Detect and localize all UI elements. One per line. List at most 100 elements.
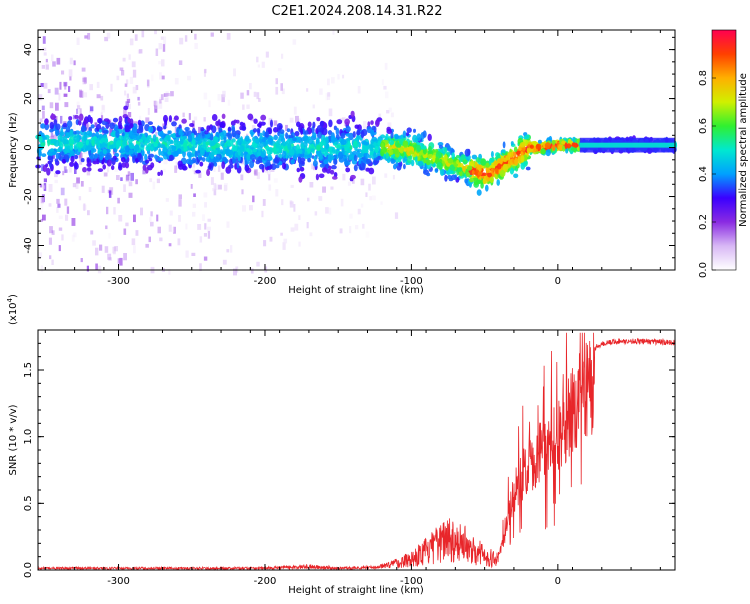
- spectrogram-cell: [309, 182, 314, 188]
- spectrogram-cell: [59, 81, 62, 90]
- spectrogram-cell: [83, 77, 87, 84]
- spectrogram-cell: [154, 105, 158, 113]
- spectrogram-cell: [161, 75, 165, 80]
- spectrogram-cell: [44, 123, 50, 131]
- spectrogram-cell: [159, 97, 162, 104]
- spectrogram-cell: [427, 133, 432, 141]
- spectrogram-cell: [253, 170, 257, 175]
- spectrogram-cell: [106, 32, 111, 39]
- spectrogram-cell: [155, 48, 159, 56]
- spectrogram-cell: [80, 153, 83, 161]
- spectrogram-cell: [286, 128, 291, 133]
- spectrogram-cell: [169, 140, 174, 145]
- spectrogram-cell: [275, 78, 278, 85]
- spectrogram-cell: [371, 136, 378, 142]
- spectrogram-cell: [321, 127, 328, 136]
- spectrogram-cell: [373, 152, 377, 159]
- spectrogram-cell: [332, 176, 338, 180]
- spectrogram-cell: [385, 152, 389, 160]
- spectrogram-cell: [217, 165, 221, 172]
- spectrogram-cell: [49, 226, 53, 234]
- spectrogram-cell: [174, 126, 178, 134]
- y-tick-label: 0.5: [23, 495, 34, 511]
- spectrogram-cell: [72, 121, 76, 130]
- spectrogram-cell: [233, 268, 237, 276]
- spectrogram-cell: [282, 140, 286, 147]
- spectrogram-cell: [206, 168, 211, 177]
- spectrogram-cell: [261, 138, 266, 143]
- spectrogram-cell: [100, 137, 107, 144]
- spectrogram-cell: [163, 36, 167, 45]
- spectrogram-cell: [328, 165, 332, 171]
- spectrogram-cell: [102, 164, 106, 170]
- spectrogram-cell: [395, 162, 399, 167]
- spectrogram-cell: [101, 105, 106, 113]
- spectrogram-cell: [267, 137, 273, 145]
- spectrogram-cell: [412, 134, 418, 143]
- spectrogram-cell: [444, 165, 448, 171]
- spectrogram-cell: [209, 140, 216, 147]
- spectrogram-cell: [377, 155, 381, 160]
- spectrogram-cell: [122, 140, 127, 147]
- spectrogram-cell: [210, 32, 214, 37]
- spectrogram-cell: [320, 148, 327, 152]
- spectrogram-cell: [105, 225, 108, 230]
- spectrogram-cell: [198, 156, 203, 161]
- spectrogram-cell: [124, 90, 127, 96]
- spectrogram-cell: [304, 154, 308, 160]
- spectrogram-cell: [194, 33, 197, 40]
- spectrogram-cell: [318, 173, 325, 179]
- spectrogram-cell: [313, 163, 316, 171]
- spectrogram-cell: [246, 147, 250, 153]
- spectrogram-cell: [467, 165, 473, 171]
- spectrogram-cell: [97, 168, 104, 173]
- spectrogram-cell: [173, 115, 179, 121]
- spectrogram-cell: [405, 132, 410, 137]
- spectrogram-cell: [160, 94, 164, 101]
- spectrogram-cell: [95, 263, 98, 270]
- spectrogram-cell: [63, 93, 68, 97]
- spectrogram-cell: [118, 215, 123, 222]
- spectrogram-cell: [255, 138, 260, 144]
- spectrogram-cell: [40, 142, 46, 147]
- spectrogram-cell: [354, 124, 360, 129]
- spectrogram-cell: [312, 121, 316, 129]
- spectrogram-cells: [35, 30, 678, 276]
- spectrogram-cell: [199, 147, 205, 156]
- spectrogram-cell: [207, 226, 211, 231]
- spectrogram-cell: [163, 137, 168, 143]
- spectrogram-cell: [225, 166, 232, 174]
- spectrogram-cell: [102, 149, 107, 155]
- spectrogram-cell: [178, 194, 182, 199]
- spectrogram-cell: [399, 138, 404, 145]
- spectrogram-frame: [37, 29, 676, 271]
- spectrogram-cell: [203, 192, 208, 198]
- spectrogram-cell: [51, 113, 54, 120]
- spectrogram-cell: [269, 148, 273, 155]
- spectrogram-cell: [372, 195, 376, 201]
- spectrogram-cell: [159, 99, 162, 104]
- x-tick-label: -100: [400, 276, 423, 287]
- spectrogram-cell: [364, 145, 369, 152]
- spectrogram-cell: [373, 142, 377, 147]
- spectrogram-cell: [96, 94, 101, 99]
- spectrogram-cell: [127, 117, 131, 123]
- spectrogram-cell: [213, 164, 216, 172]
- spectrogram-cell: [319, 88, 323, 95]
- spectrogram-cell: [68, 69, 73, 77]
- spectrogram-cell: [281, 53, 284, 59]
- spectrogram-cell: [350, 174, 356, 180]
- spectrogram-cell: [217, 94, 221, 101]
- spectrogram-cell: [342, 117, 346, 121]
- spectrogram-cell: [132, 69, 137, 78]
- spectrogram-cell: [535, 143, 542, 150]
- spectrogram-cell: [60, 187, 65, 196]
- spectrogram-cell: [163, 93, 168, 97]
- spectrogram-cell: [227, 126, 232, 132]
- spectrogram-cell: [51, 54, 54, 62]
- spectrogram-cell: [115, 130, 120, 138]
- spectrogram-cell: [273, 134, 279, 141]
- spectrogram-cell: [510, 141, 514, 146]
- spectrogram-cell: [267, 127, 273, 135]
